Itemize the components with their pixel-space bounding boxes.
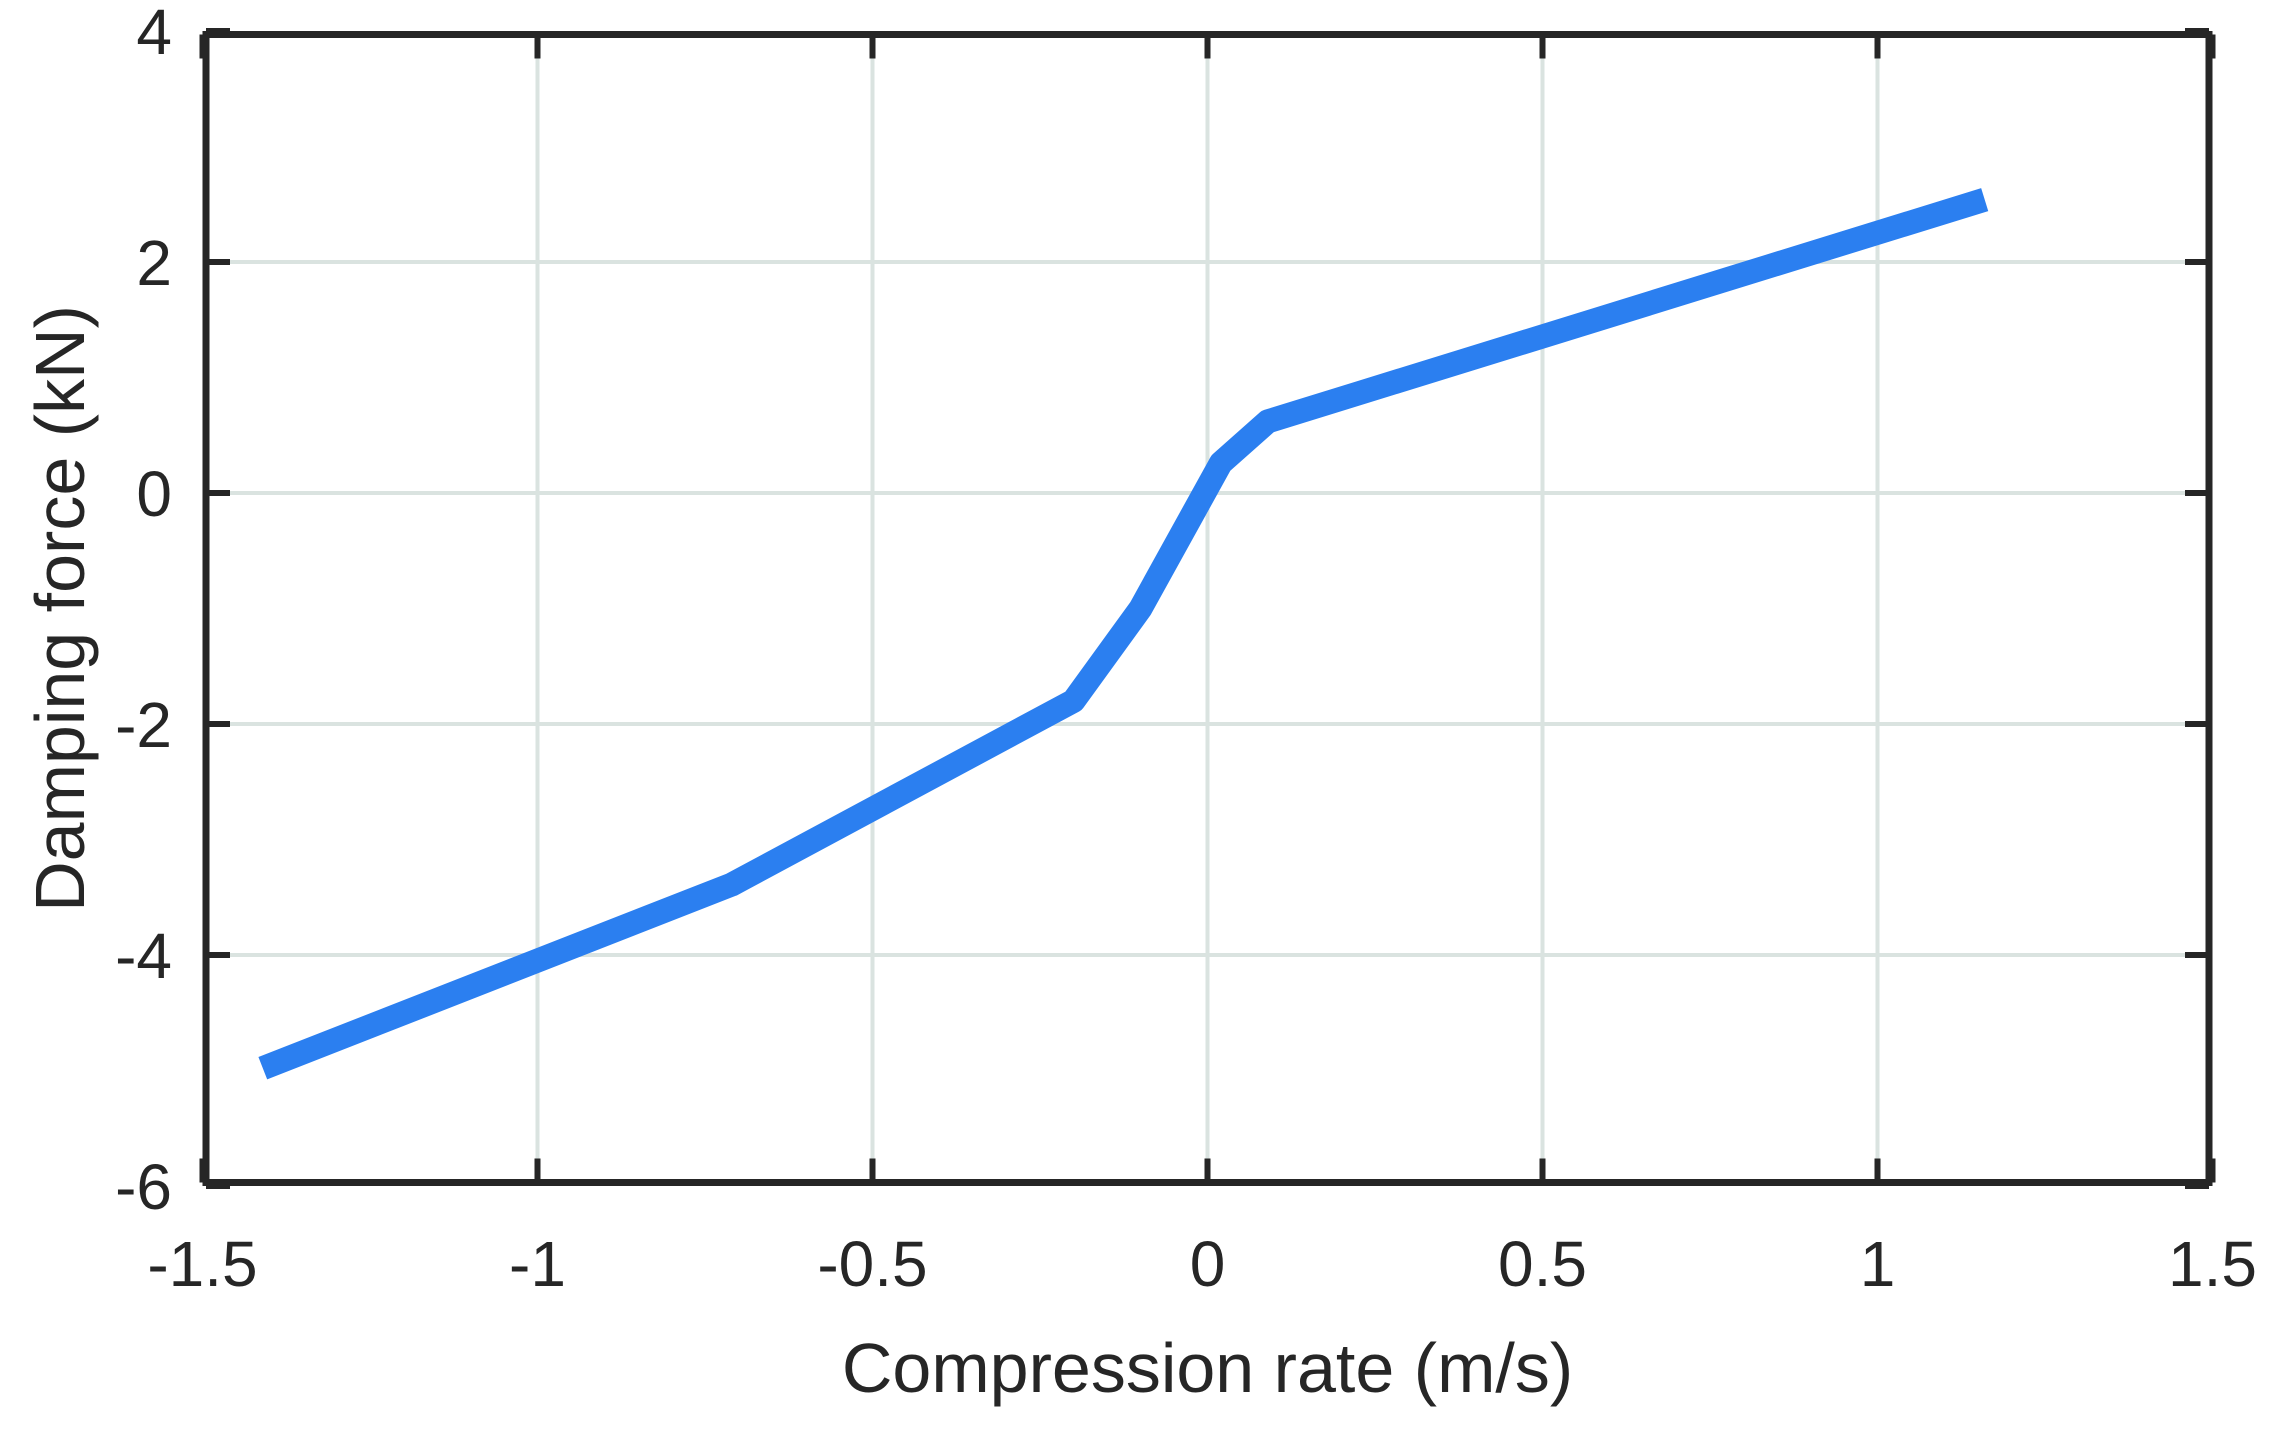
x-tick-label: -1.5 (147, 1228, 257, 1300)
y-tick-label: -6 (115, 1151, 172, 1223)
x-tick-label: 1.5 (2168, 1228, 2257, 1300)
y-tick-label: 4 (136, 0, 172, 68)
y-tick-label: -2 (115, 689, 172, 761)
y-tick-label: -4 (115, 920, 172, 992)
y-tick-label: 2 (136, 227, 172, 299)
y-tick-label: 0 (136, 458, 172, 530)
x-tick-label: 0 (1190, 1228, 1226, 1300)
x-tick-label: -1 (509, 1228, 566, 1300)
y-axis-label: Damping force (kN) (21, 305, 99, 912)
series-damping-force-curve (258, 188, 1989, 1080)
x-axis-label: Compression rate (m/s) (842, 1329, 1573, 1407)
x-tick-label: 1 (1860, 1228, 1896, 1300)
x-tick-label: 0.5 (1498, 1228, 1587, 1300)
x-tick-label: -0.5 (817, 1228, 927, 1300)
